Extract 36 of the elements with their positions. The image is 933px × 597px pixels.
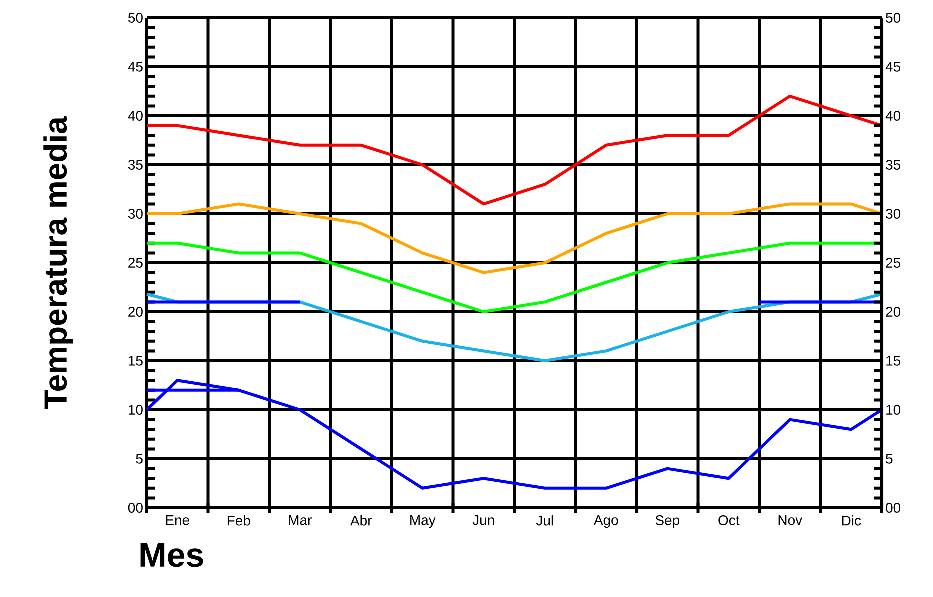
- y2-tick-label: 20: [886, 307, 901, 317]
- y-tick-label: 10: [128, 405, 143, 415]
- y-tick-label: 00: [128, 503, 143, 513]
- y-tick-label: 45: [128, 62, 143, 72]
- y2-tick-label: 25: [886, 258, 901, 268]
- x-tick-label: Oct: [718, 516, 740, 526]
- y-tick-label: 25: [128, 258, 143, 268]
- y2-tick-label: 10: [886, 405, 901, 415]
- y2-tick-label: 50: [886, 13, 901, 23]
- x-tick-label: Ene: [166, 516, 190, 526]
- y2-tick-label: 5: [886, 454, 893, 464]
- y2-tick-label: 45: [886, 62, 901, 72]
- x-tick-label: Jul: [536, 516, 554, 526]
- x-tick-label: Abr: [350, 516, 372, 526]
- x-axis-title: Mes: [140, 544, 204, 568]
- y-tick-label: 40: [128, 111, 143, 121]
- y-axis-title: Temperatura media: [44, 116, 74, 410]
- y-tick-label: 15: [128, 356, 143, 366]
- y-tick-label: 5: [136, 454, 143, 464]
- x-tick-label: Ago: [594, 516, 618, 528]
- y2-tick-label: 35: [886, 160, 901, 170]
- x-tick-label: May: [410, 516, 436, 528]
- x-tick-label: Nov: [778, 516, 803, 526]
- y2-tick-label: 15: [886, 356, 901, 366]
- x-tick-label: Mar: [289, 516, 312, 526]
- y-tick-label: 50: [128, 13, 143, 23]
- x-tick-label: Dic: [842, 516, 862, 526]
- x-tick-label: Feb: [228, 516, 250, 526]
- y2-tick-label: 00: [886, 503, 901, 513]
- y-tick-label: 35: [128, 160, 143, 170]
- x-tick-label: Sep: [656, 516, 680, 528]
- y-tick-label: 20: [128, 307, 143, 317]
- x-tick-label: Jun: [472, 516, 494, 526]
- y2-tick-label: 40: [886, 111, 901, 121]
- y-tick-label: 30: [128, 209, 143, 219]
- y2-tick-label: 30: [886, 209, 901, 219]
